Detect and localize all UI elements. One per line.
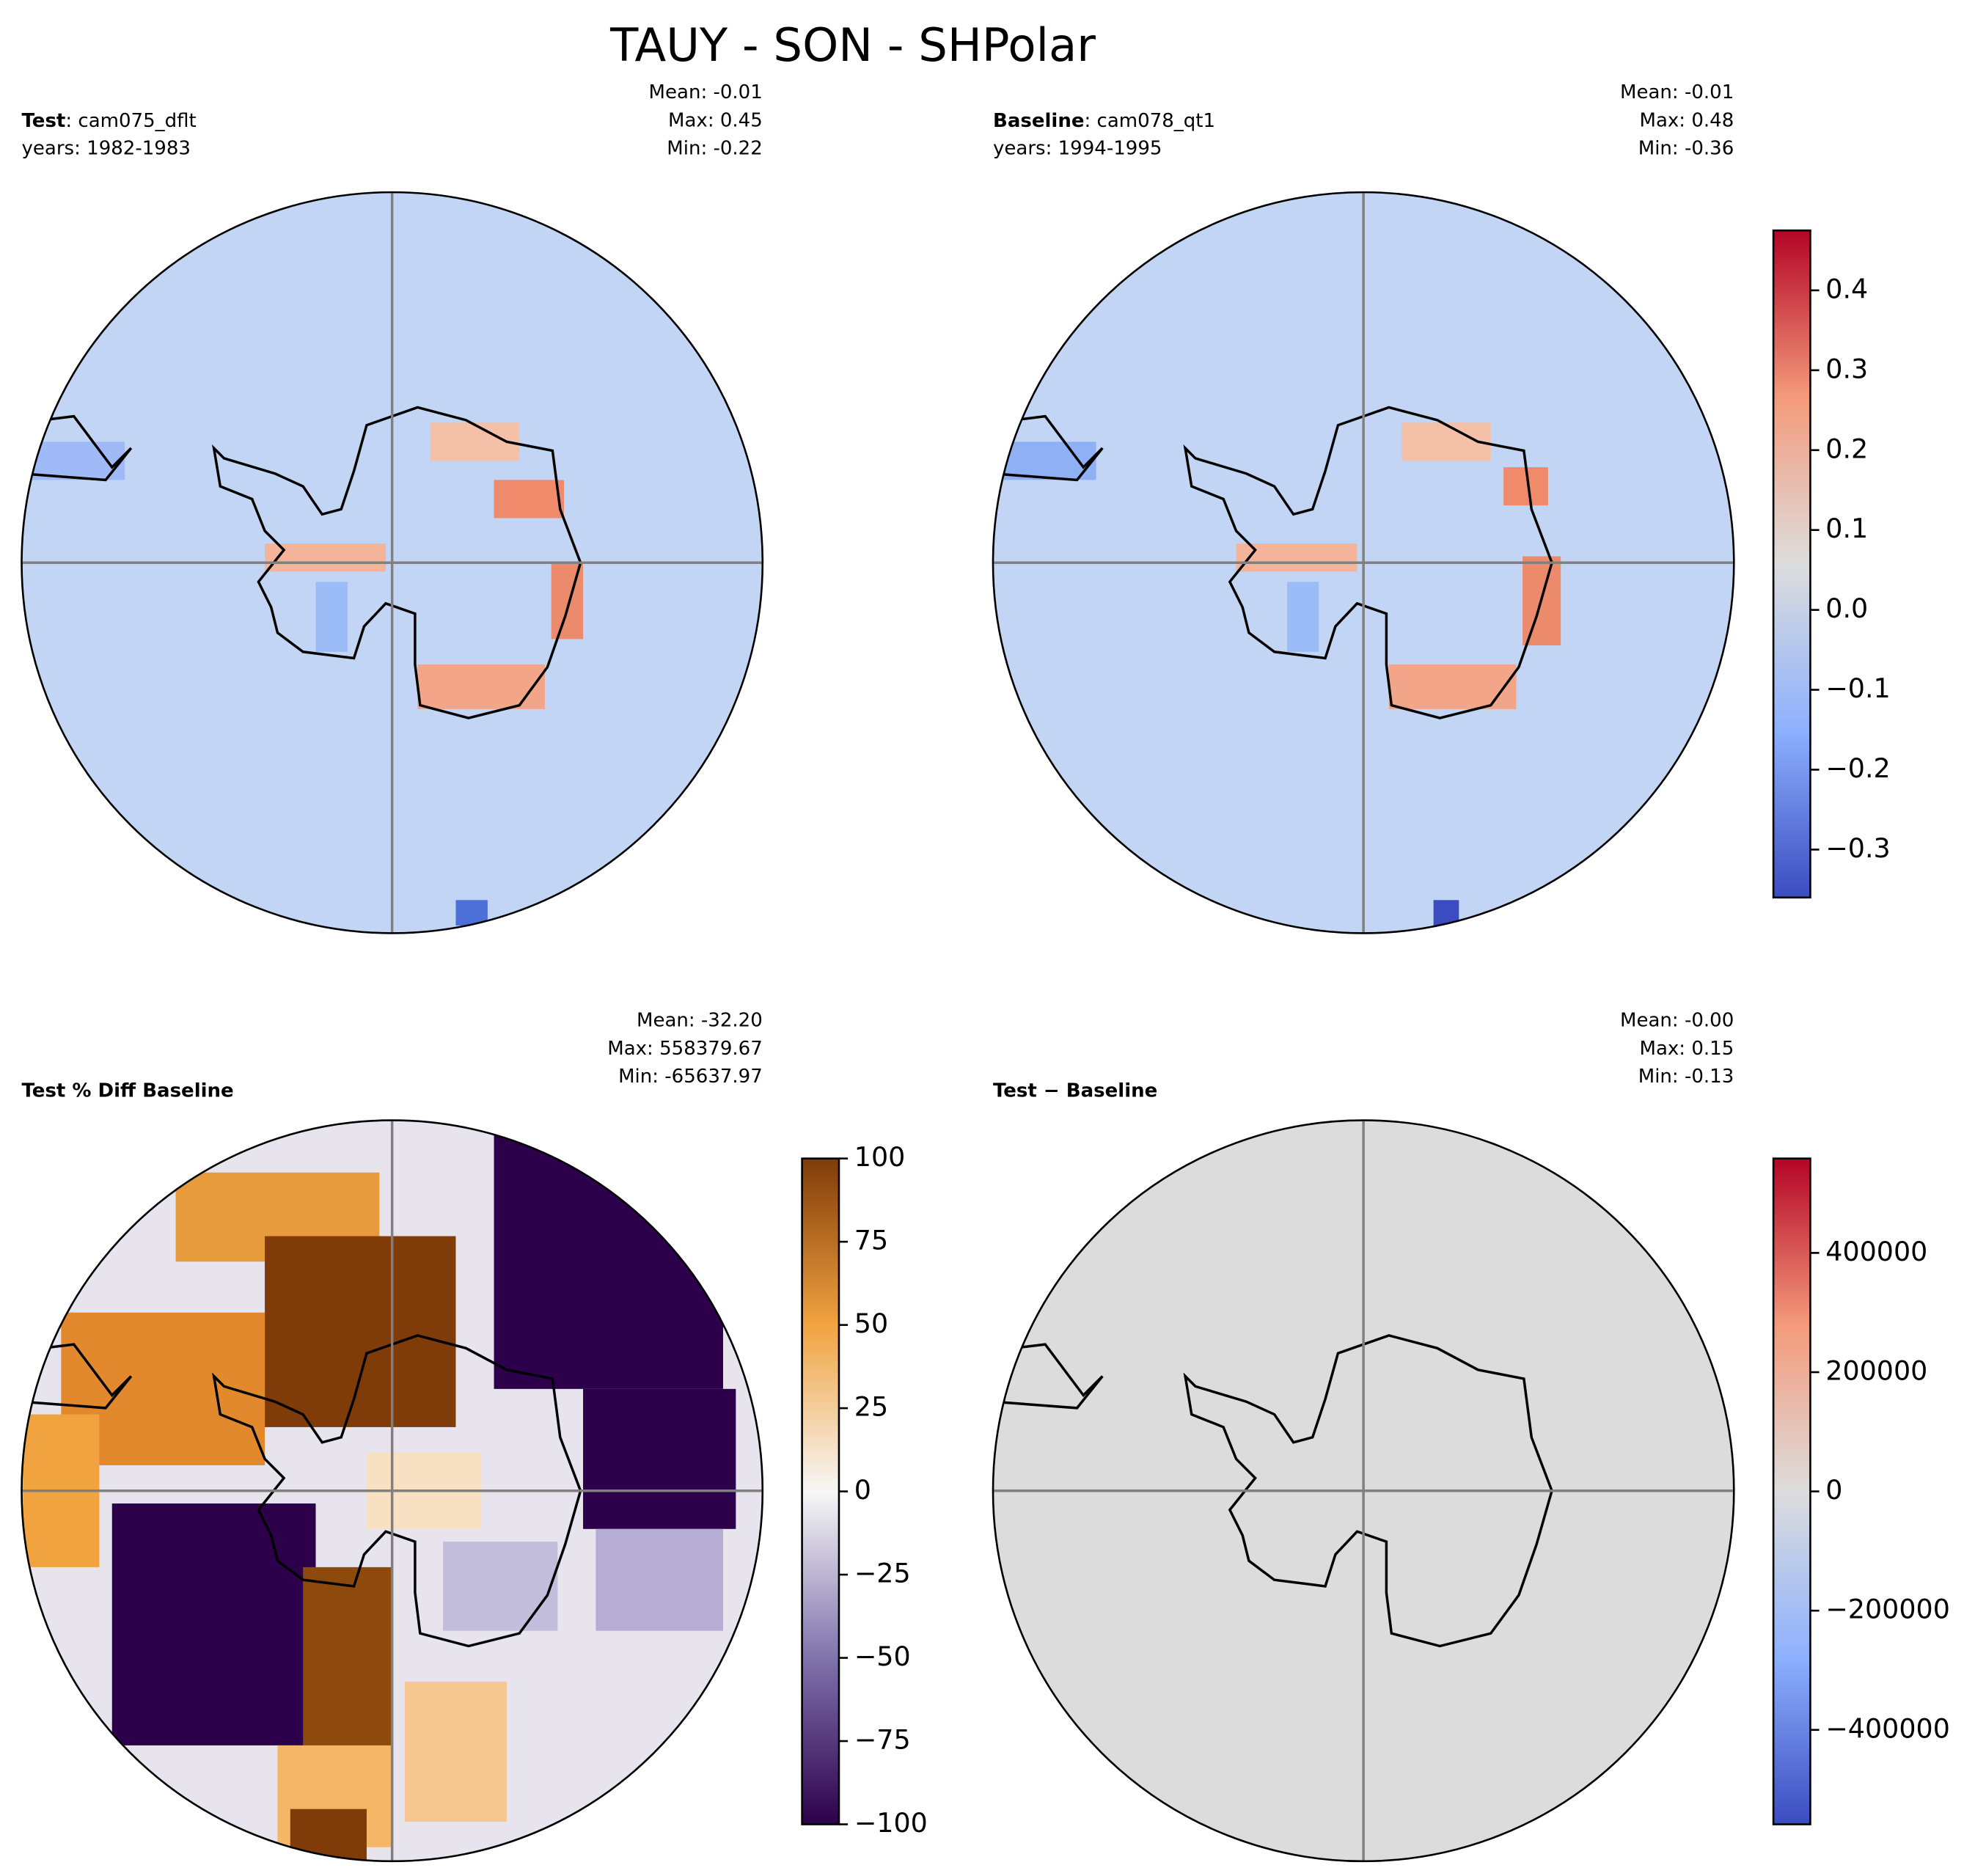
stat-label: Mean: -32.20	[637, 1010, 763, 1032]
colorbar-tick-label: −200000	[1825, 1594, 1950, 1625]
colorbar-tick-label: −75	[854, 1724, 911, 1756]
stat-label: Max: 558379.67	[607, 1038, 763, 1060]
panel-name: Test % Diff Baseline	[22, 1080, 234, 1102]
colorbar-tick-label: 100	[854, 1141, 906, 1173]
field-patch	[1236, 543, 1357, 572]
field-patch	[443, 1542, 558, 1631]
coastline	[993, 414, 1104, 482]
colorbar-tick-label: 200000	[1825, 1355, 1927, 1386]
field-patch	[1388, 664, 1517, 709]
coastline	[1183, 1334, 1553, 1648]
panel-label: Test − Baseline	[993, 1080, 1157, 1102]
colorbar-tick-label: 25	[854, 1391, 888, 1423]
colorbar-tick-label: 0	[1825, 1474, 1842, 1506]
field-patch	[494, 480, 565, 519]
coastline	[21, 414, 133, 482]
map-boundary	[21, 1119, 764, 1863]
stat-label: Mean: -0.00	[1620, 1010, 1734, 1032]
coastline	[212, 1334, 582, 1648]
coastline	[212, 406, 582, 719]
field-patch	[494, 1134, 723, 1389]
colorbar-tick-label: 0.4	[1825, 273, 1868, 304]
stat-label: Mean: -0.01	[1620, 81, 1734, 103]
colorbar	[1772, 1157, 1811, 1825]
years-label: years: 1982-1983	[22, 138, 191, 160]
stat-label: Max: 0.15	[1640, 1038, 1734, 1060]
field-patch	[303, 1567, 392, 1759]
panel-name: Baseline	[993, 109, 1085, 131]
field-patch	[596, 1528, 723, 1631]
map-boundary	[992, 1119, 1735, 1863]
colorbar-tick-label: 50	[854, 1308, 888, 1339]
coastline	[21, 1343, 133, 1410]
colorbar	[801, 1157, 840, 1825]
colorbar-tick-label: 0.3	[1825, 353, 1868, 384]
colorbar-tick-label: −0.2	[1825, 752, 1890, 784]
case-name: : cam075_dflt	[65, 109, 196, 131]
panel-label: Test % Diff Baseline	[22, 1080, 234, 1102]
field-patch	[1433, 900, 1459, 932]
field-patch	[111, 1503, 316, 1745]
figure-title: TAUY - SON - SHPolar	[609, 18, 1096, 72]
stat-label: Min: -0.22	[667, 138, 763, 160]
years-label: years: 1994-1995	[993, 138, 1162, 160]
colorbar-tick-label: 0	[854, 1474, 871, 1506]
field-patch	[315, 582, 348, 652]
field-patch	[405, 1682, 507, 1822]
stat-label: Max: 0.45	[668, 109, 763, 131]
stat-label: Min: -0.13	[1638, 1066, 1734, 1088]
field-patch	[265, 543, 386, 572]
colorbar	[1772, 229, 1811, 899]
stat-label: Max: 0.48	[1640, 109, 1734, 131]
panel-label: Baseline: cam078_qt1	[993, 109, 1215, 131]
colorbar-tick-label: 75	[854, 1225, 888, 1256]
field-patch	[290, 1809, 367, 1861]
stat-label: Min: -65637.97	[618, 1066, 763, 1088]
colorbar-tick-label: −0.3	[1825, 832, 1890, 864]
colorbar-tick-label: 0.2	[1825, 433, 1868, 464]
stat-label: Mean: -0.01	[649, 81, 763, 103]
field-patch	[265, 1236, 456, 1427]
colorbar-tick-label: 400000	[1825, 1236, 1927, 1267]
colorbar-tick-label: −50	[854, 1641, 911, 1672]
map-boundary	[992, 191, 1735, 934]
coastline	[1183, 406, 1553, 719]
colorbar-tick-label: −25	[854, 1558, 911, 1589]
field-patch	[583, 1388, 736, 1529]
colorbar-tick-label: −100	[854, 1807, 928, 1839]
colorbar-tick-label: 0.0	[1825, 593, 1868, 624]
field-patch	[417, 664, 545, 709]
colorbar-tick-label: −400000	[1825, 1712, 1950, 1744]
case-name: : cam078_qt1	[1085, 109, 1216, 131]
colorbar-tick-label: 0.1	[1825, 513, 1868, 544]
field-patch	[1286, 582, 1319, 652]
colorbar-tick-label: −0.1	[1825, 673, 1890, 704]
panel-label: Test: cam075_dflt	[22, 109, 197, 131]
coastline	[993, 1343, 1104, 1410]
stat-label: Min: -0.36	[1638, 138, 1734, 160]
map-boundary	[21, 191, 764, 934]
panel-name: Test	[22, 109, 66, 131]
panel-name: Test − Baseline	[993, 1080, 1157, 1102]
